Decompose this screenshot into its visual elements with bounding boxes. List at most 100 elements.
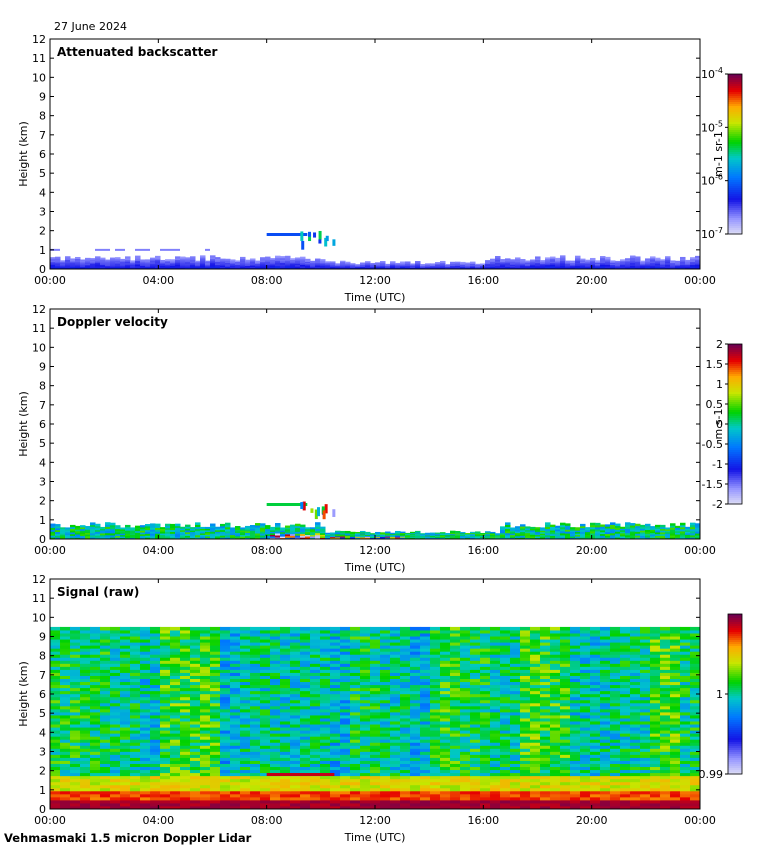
signal-cell [470,787,481,792]
signal-cell [390,739,401,743]
signal-cell [80,775,91,780]
bl-cell [410,267,416,269]
signal-cell [110,702,121,707]
bl-cell [155,255,161,259]
signal-cell [290,757,301,761]
signal-cell [510,769,521,774]
colorbar-step [728,228,742,231]
velocity-cell [540,530,546,533]
bl-cell [315,258,321,261]
signal-cell [120,757,131,761]
velocity-cell [685,535,691,538]
bl-cell [205,261,211,264]
signal-cell [430,769,441,774]
x-tick-label: 12:00 [359,274,391,287]
signal-cell [240,693,251,698]
signal-cell [450,781,461,786]
velocity-cell [480,535,486,538]
velocity-cell [440,532,446,534]
bl-cell [110,267,116,269]
velocity-cell [70,526,76,529]
bl-cell [510,267,516,269]
bl-cell [125,256,131,259]
signal-cell [500,751,511,755]
signal-cell [500,802,511,807]
signal-cell [680,796,691,801]
velocity-cell [560,522,566,526]
velocity-cell [545,536,551,539]
bl-cell [440,267,446,269]
signal-cell [240,742,251,746]
signal-cell [630,781,641,786]
bl-cell [100,257,106,260]
velocity-cell [590,526,596,530]
signal-cell [410,690,421,695]
signal-cell [80,760,91,764]
signal-cell [180,711,191,716]
bl-cell [75,265,81,268]
velocity-cell [580,535,586,538]
signal-cell [640,733,651,737]
signal-cell [290,805,301,809]
velocity-cell [465,537,471,539]
signal-cell [650,693,661,698]
signal-cell [260,754,271,758]
colorbar-step [728,184,742,187]
signal-cell [360,781,371,786]
bl-cell [135,257,141,260]
signal-cell [410,739,421,743]
y-tick-label: 3 [39,476,46,489]
colorbar-step [728,148,742,151]
signal-cell [690,760,700,764]
velocity-cell [685,537,691,539]
bl-cell [480,266,486,268]
bl-cell [610,263,616,266]
bl-cell [85,264,91,267]
signal-cell [670,781,681,786]
signal-cell [670,796,681,801]
velocity-cell [600,524,606,527]
signal-cell [200,790,211,795]
signal-cell [300,784,311,789]
bl-cell [280,265,286,268]
signal-cell [450,796,461,801]
bl-cell [565,266,571,269]
bl-cell [390,265,396,267]
bl-cell [470,261,476,264]
signal-cell [320,696,331,701]
signal-cell [650,805,661,809]
signal-cell [300,787,311,792]
velocity-cell [150,535,156,538]
signal-cell [510,802,521,807]
signal-cell [690,775,700,780]
velocity-cell [235,527,241,530]
signal-cell [660,772,671,777]
signal-cell [150,733,161,737]
signal-cell [550,772,561,777]
velocity-cell [110,532,116,536]
bl-cell [435,262,441,265]
velocity-cell [285,537,291,539]
bl-cell [195,264,201,267]
signal-cell [180,802,191,807]
signal-cell [440,720,451,725]
bl-cell [190,259,196,262]
bl-cell [195,266,201,269]
signal-cell [170,802,181,807]
signal-cell [490,736,501,740]
velocity-cell [400,536,406,538]
signal-cell [180,799,191,804]
x-tick-label: 16:00 [467,544,499,557]
signal-cell [510,730,521,734]
signal-cell [310,711,321,716]
signal-cell [520,693,531,698]
velocity-cell [415,530,421,533]
signal-cell [450,742,461,746]
cloud-fragment [316,507,320,517]
signal-cell [80,736,91,740]
signal-cell [180,769,191,774]
colorbar-step [728,116,742,119]
signal-cell [650,711,661,716]
colorbar-step [728,488,742,491]
colorbar-step [728,382,742,385]
